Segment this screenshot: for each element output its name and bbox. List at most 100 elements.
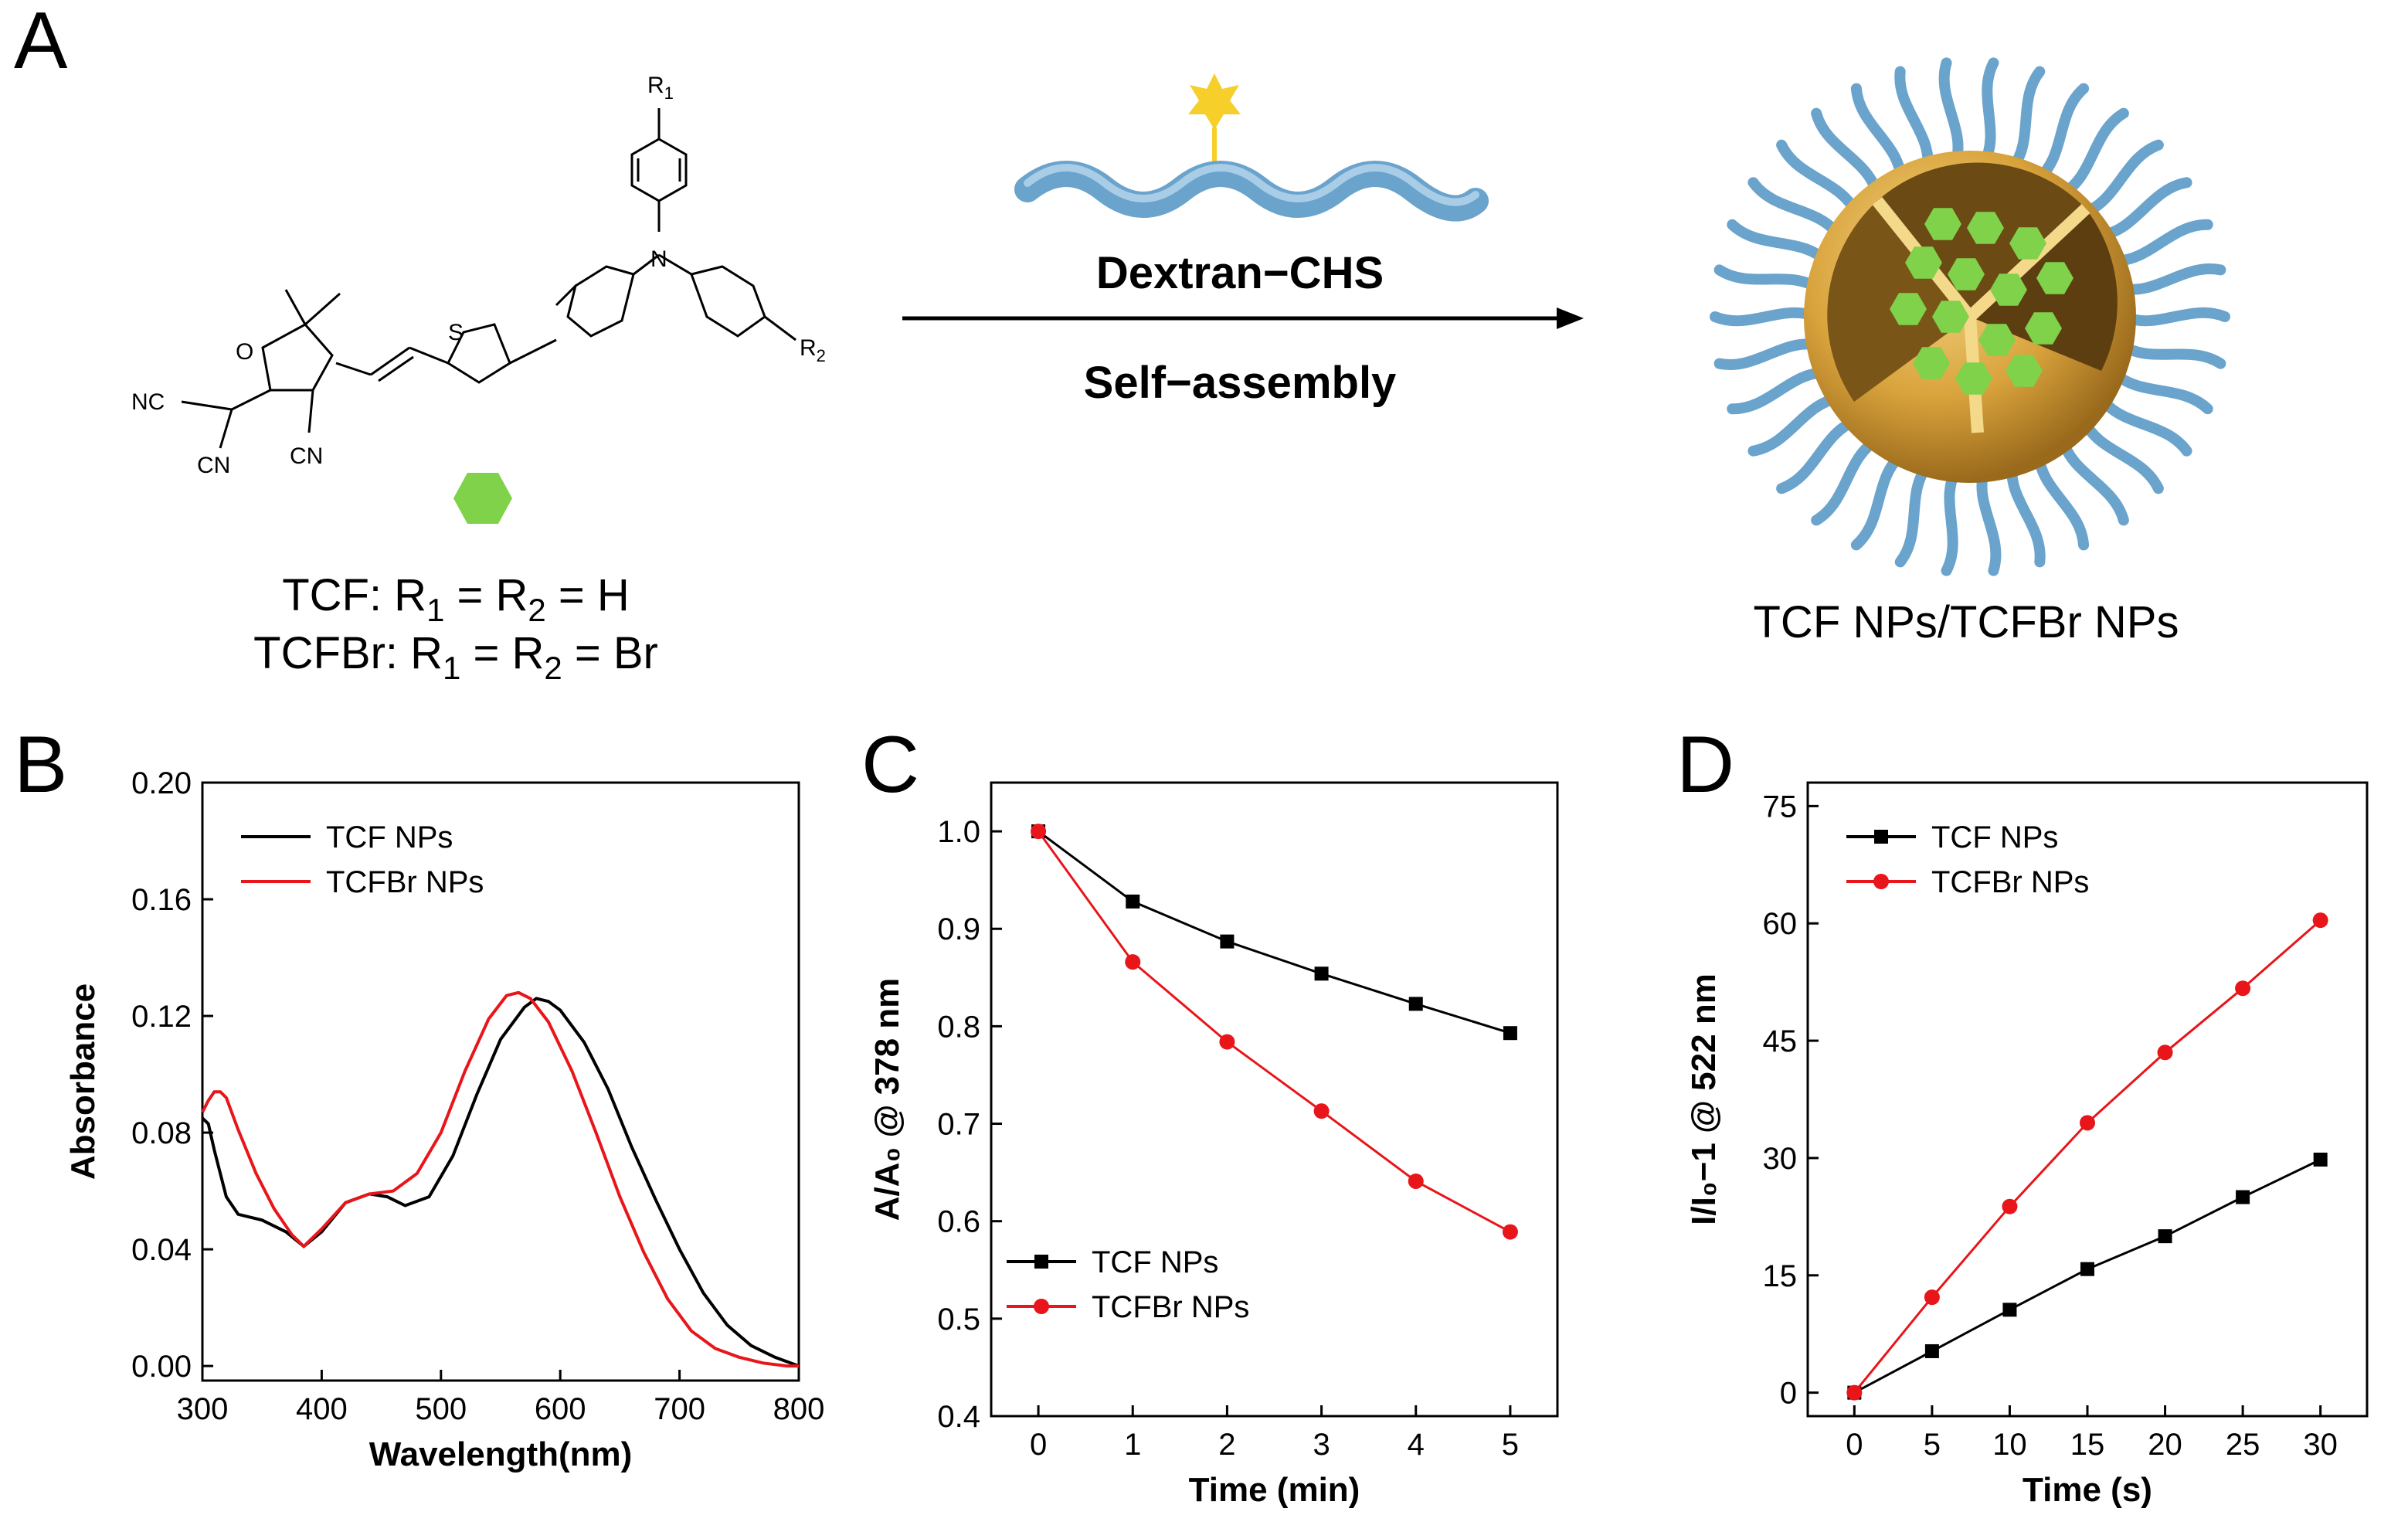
legend-marker: [1034, 1255, 1048, 1269]
data-point-circle: [1502, 1224, 1518, 1240]
legend-label: TCFBr NPs: [1092, 1290, 1249, 1324]
y-tick-label: 0.08: [131, 1116, 192, 1150]
x-tick-label: 800: [773, 1392, 825, 1426]
polymer-strand: [1713, 338, 1824, 370]
x-tick-label: 4: [1408, 1428, 1425, 1462]
polymer-strand: [1713, 264, 1824, 294]
polymer-strand: [1850, 450, 1907, 551]
dye-hexagon: [2025, 312, 2062, 345]
dye-hexagon: [1932, 301, 1969, 333]
data-point-circle: [2312, 912, 2328, 929]
y-tick-label: 75: [1763, 790, 1798, 824]
data-point-circle: [2002, 1198, 2018, 1214]
tcf-hexagon-icon: [453, 473, 512, 524]
series-line-tcf-nps: [201, 997, 800, 1367]
polymer-strand: [1894, 66, 1934, 174]
dye-hexagon: [1948, 258, 1985, 290]
nanoparticle-core-dyes: [1890, 208, 2073, 395]
legend-label: TCFBr NPs: [1931, 865, 2089, 899]
polymer-strand: [1727, 219, 1832, 267]
x-axis-label: Time (s): [2023, 1471, 2152, 1509]
x-tick-label: 25: [2226, 1428, 2260, 1462]
polymer-strand: [1894, 460, 1934, 568]
data-point-square: [1924, 1343, 1939, 1358]
data-point-circle: [2080, 1115, 2095, 1131]
y-tick-label: 0.6: [937, 1205, 980, 1239]
y-axis-label: I/I₀−1 @ 522 nm: [1685, 973, 1723, 1225]
polymer-strand: [2119, 307, 2230, 327]
y-tick-label: 0.20: [131, 766, 192, 800]
x-axis-label: Wavelength(nm): [369, 1435, 633, 1473]
x-tick-label: 10: [1992, 1428, 2027, 1462]
chart-d-fluorescence-increase: 0 5 10 15 20 25 30 0 15 30 45 60 75 Time (s) I/I₀−1 @ …: [1685, 781, 2369, 1509]
x-tick-label: 5: [1924, 1428, 1941, 1462]
data-point-square: [2313, 1152, 2328, 1167]
polymer-strand: [2116, 339, 2226, 369]
series-line-tcf-nps: [1853, 1158, 2321, 1394]
svg-text:N: N: [650, 246, 667, 272]
legend-marker: [1873, 874, 1889, 889]
x-tick-label: 5: [1502, 1428, 1519, 1462]
dye-hexagon: [1990, 273, 2027, 306]
x-tick-label: 30: [2303, 1428, 2338, 1462]
y-tick-label: 0.8: [937, 1010, 980, 1044]
arrow-top-label: Dextran−CHS: [1096, 248, 1384, 298]
dye-hexagon: [1913, 347, 1950, 379]
polymer-strand: [2108, 219, 2213, 267]
svg-text:S: S: [448, 320, 464, 345]
polymer-strand: [1710, 307, 1821, 327]
dye-hexagon: [2036, 262, 2073, 294]
data-point-circle: [1031, 824, 1047, 840]
data-point-circle: [2157, 1045, 2173, 1061]
data-point-circle: [1125, 954, 1141, 970]
svg-text:CN: CN: [290, 443, 323, 469]
x-tick-label: 400: [296, 1392, 348, 1426]
x-tick-label: 300: [177, 1392, 229, 1426]
x-tick-label: 600: [535, 1392, 586, 1426]
svg-text:NC: NC: [131, 389, 165, 415]
y-tick-label: 30: [1763, 1142, 1798, 1176]
y-tick-label: 0.16: [131, 883, 192, 917]
legend-marker: [1034, 1299, 1049, 1314]
x-tick-label: 500: [415, 1392, 467, 1426]
polymer-strand: [2108, 367, 2213, 415]
dye-hexagon: [1890, 293, 1927, 325]
polymer-strand: [2006, 66, 2046, 174]
y-tick-label: 0.04: [131, 1233, 192, 1267]
y-tick-label: 0.9: [937, 912, 980, 946]
data-point-circle: [1924, 1289, 1940, 1306]
data-point-square: [1314, 966, 1329, 981]
polymer-strand: [2096, 392, 2192, 457]
legend-label: TCF NPs: [326, 820, 453, 854]
svg-text:R1: R1: [647, 73, 674, 103]
dye-hexagon: [1978, 324, 2016, 356]
dextran-chain: [1014, 161, 1489, 222]
dye-hexagon: [1967, 212, 2004, 244]
legend-label: TCF NPs: [1931, 820, 2058, 854]
panel-letter-b: B: [14, 720, 67, 810]
y-tick-label: 60: [1763, 907, 1798, 941]
y-axis-label: Absorbance: [64, 983, 102, 1180]
polymer-strand: [1747, 177, 1844, 241]
data-point-square: [2080, 1262, 2094, 1276]
y-tick-label: 0.12: [131, 1000, 192, 1034]
series-line-tcfbr-nps: [1853, 919, 2321, 1394]
panel-letter-c: C: [861, 720, 919, 810]
tcf-formula-line: TCF: R1 = R2 = H: [282, 570, 630, 628]
y-tick-label: 0: [1780, 1377, 1797, 1411]
series-line-tcfbr-nps: [201, 990, 799, 1368]
dye-hexagon: [1905, 246, 1942, 279]
legend-label: TCFBr NPs: [326, 865, 484, 899]
panel-letter-a: A: [14, 0, 68, 86]
data-point-square: [2002, 1303, 2017, 1317]
dye-hexagon: [1924, 208, 1961, 240]
chs-star-icon: [1188, 73, 1241, 130]
chart-b-absorbance: 300 400 500 600 700 800 0.00 0.04 0.08 0.12 0.16 0.…: [64, 766, 824, 1473]
polymer-strand: [2033, 83, 2090, 184]
arrow-bottom-label: Self−assembly: [1084, 358, 1397, 408]
series-line-tcf-nps: [1038, 830, 1511, 1034]
data-point-square: [1220, 934, 1235, 949]
nanoparticle-polymer-corona: [1710, 57, 2230, 576]
data-point-circle: [1219, 1034, 1235, 1050]
y-tick-label: 15: [1763, 1259, 1798, 1293]
